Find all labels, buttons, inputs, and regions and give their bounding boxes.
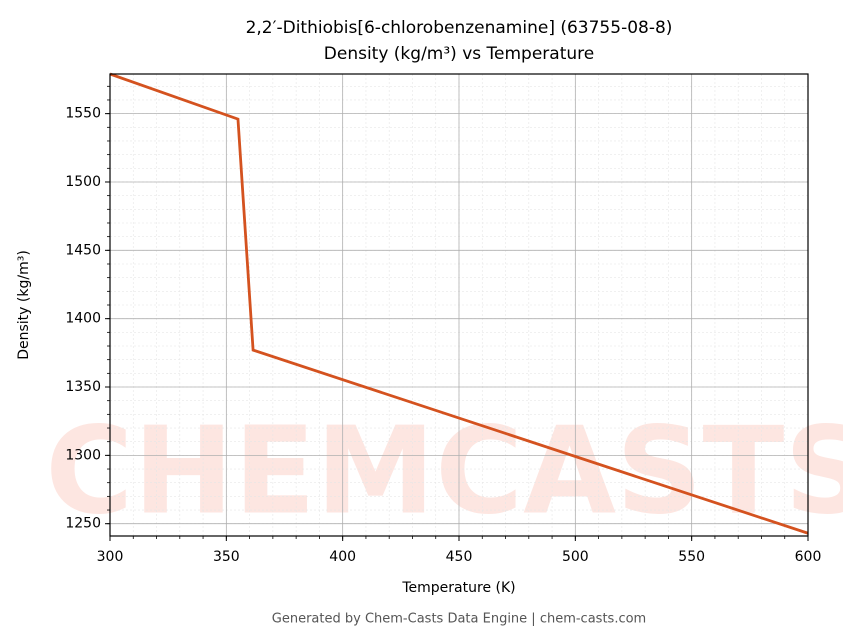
x-tick-label: 500 (562, 549, 589, 565)
y-tick-label: 1450 (65, 242, 101, 258)
footer: Generated by Chem-Casts Data Engine | ch… (272, 612, 646, 627)
y-tick-label: 1350 (65, 379, 101, 395)
y-tick-label: 1250 (65, 516, 101, 532)
y-tick-label: 1500 (65, 174, 101, 190)
x-tick-label: 450 (446, 549, 473, 565)
x-tick-label: 400 (329, 549, 356, 565)
x-tick-label: 300 (97, 549, 124, 565)
chart-title: 2,2′-Dithiobis[6-chlorobenzenamine] (637… (246, 18, 673, 38)
y-tick-label: 1550 (65, 106, 101, 122)
y-tick-label: 1300 (65, 447, 101, 463)
data-line (109, 72, 809, 535)
chart-subtitle: Density (kg/m³) vs Temperature (324, 44, 594, 64)
y-tick-label: 1400 (65, 311, 101, 327)
plot-frame (109, 73, 809, 537)
x-tick-label: 600 (795, 549, 822, 565)
x-tick-label: 350 (213, 549, 240, 565)
watermark: CHEMCASTS (45, 403, 843, 542)
x-axis-label: Temperature (K) (401, 580, 515, 596)
y-axis-label: Density (kg/m³) (16, 250, 32, 360)
x-tick-label: 550 (678, 549, 705, 565)
